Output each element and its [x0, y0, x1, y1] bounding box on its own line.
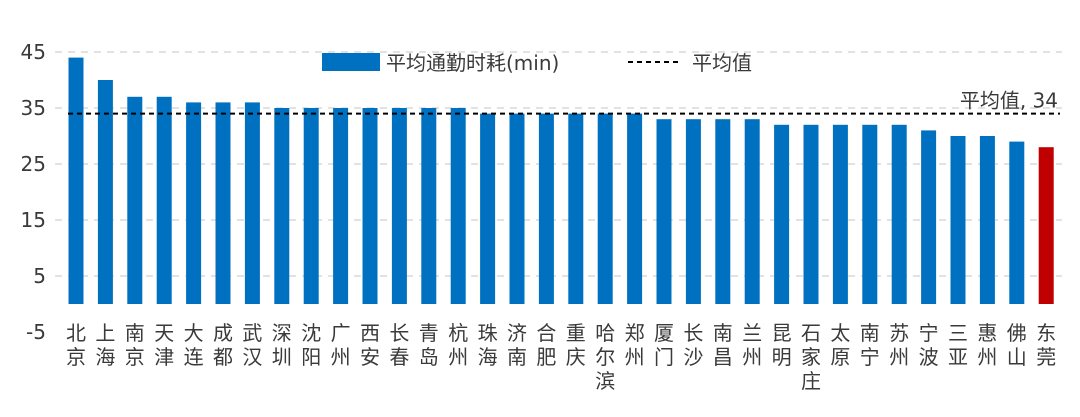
x-category-label: 哈尔滨: [595, 321, 615, 393]
x-category-label: 石家庄: [801, 321, 821, 393]
bar: [391, 108, 407, 304]
bar: [950, 136, 966, 304]
legend: 平均通勤时耗(min) 平均值: [322, 51, 752, 75]
bar: [186, 102, 202, 305]
x-category-label: 西安: [360, 321, 380, 369]
bar: [450, 108, 466, 304]
reference-line-label: 平均值, 34: [960, 89, 1058, 113]
bar: [509, 113, 525, 304]
bar: [480, 113, 496, 304]
bar: [303, 108, 319, 304]
x-category-label: 宁波: [919, 321, 939, 369]
x-category-label: 三亚: [948, 321, 968, 369]
bar: [656, 119, 672, 304]
x-category-label: 兰州: [742, 321, 762, 369]
x-category-label: 济南: [507, 321, 527, 369]
bar: [597, 113, 613, 304]
x-category-label: 佛山: [1007, 321, 1027, 369]
y-tick-label: 15: [21, 208, 46, 232]
bar: [685, 119, 701, 304]
bar: [832, 124, 848, 304]
y-tick-label: 25: [21, 152, 46, 176]
bar: [979, 136, 995, 304]
grid-lines: [55, 51, 1062, 277]
bar: [1038, 147, 1054, 304]
bar: [627, 113, 643, 304]
x-category-label: 惠州: [977, 321, 997, 369]
y-tick-label: 45: [21, 40, 46, 64]
x-category-label: 南宁: [860, 321, 880, 369]
bar: [274, 108, 290, 304]
bar: [568, 113, 584, 304]
bar: [215, 102, 231, 305]
bar: [156, 96, 172, 304]
x-category-label: 北京: [66, 321, 86, 369]
x-category-label: 杭州: [448, 321, 468, 369]
x-category-label: 昆明: [772, 321, 792, 369]
bar: [715, 119, 731, 304]
x-category-label: 天津: [154, 321, 174, 369]
bar: [744, 119, 760, 304]
x-category-label: 成都: [213, 321, 233, 369]
bar: [891, 124, 907, 304]
x-category-label: 大连: [184, 321, 204, 369]
x-category-label: 上海: [95, 321, 115, 369]
x-category-label: 深圳: [272, 321, 292, 369]
x-axis-categories: 北京上海南京天津大连成都武汉深圳沈阳广州西安长春青岛杭州珠海济南合肥重庆哈尔滨郑…: [66, 321, 1056, 393]
y-tick-label: -5: [26, 320, 46, 344]
x-category-label: 青岛: [419, 321, 439, 369]
bar: [862, 124, 878, 304]
bar: [244, 102, 260, 305]
bar: [921, 130, 937, 304]
x-category-label: 南昌: [713, 321, 733, 369]
x-category-label: 珠海: [478, 321, 498, 369]
bar: [421, 108, 437, 304]
x-category-label: 厦门: [654, 321, 674, 369]
legend-bar-swatch: [322, 53, 380, 71]
bar: [362, 108, 378, 304]
x-category-label: 广州: [331, 321, 351, 369]
bar: [127, 96, 143, 304]
y-tick-label: 35: [21, 96, 46, 120]
legend-bar-label: 平均通勤时耗(min): [386, 51, 559, 75]
bar: [68, 57, 84, 304]
x-category-label: 东莞: [1036, 321, 1056, 369]
y-tick-label: 5: [33, 264, 46, 288]
bar: [774, 124, 790, 304]
bars: [68, 57, 1054, 305]
bar: [803, 124, 819, 304]
x-category-label: 太原: [830, 321, 850, 369]
x-category-label: 苏州: [889, 321, 909, 369]
x-category-label: 郑州: [625, 321, 645, 369]
y-axis: -5 5 15 25 35 45: [21, 40, 46, 344]
x-category-label: 沈阳: [301, 321, 321, 369]
x-category-label: 合肥: [536, 321, 556, 369]
x-category-label: 长春: [389, 321, 409, 369]
x-category-label: 南京: [125, 321, 145, 369]
x-category-label: 武汉: [242, 321, 262, 369]
bar: [97, 80, 113, 304]
reference-line-group: 平均值, 34: [68, 89, 1060, 115]
x-category-label: 重庆: [566, 321, 586, 369]
x-category-label: 长沙: [683, 321, 703, 369]
bar: [333, 108, 349, 304]
bar: [1009, 141, 1025, 304]
legend-line-label: 平均值: [692, 51, 752, 75]
bar: [538, 113, 554, 304]
